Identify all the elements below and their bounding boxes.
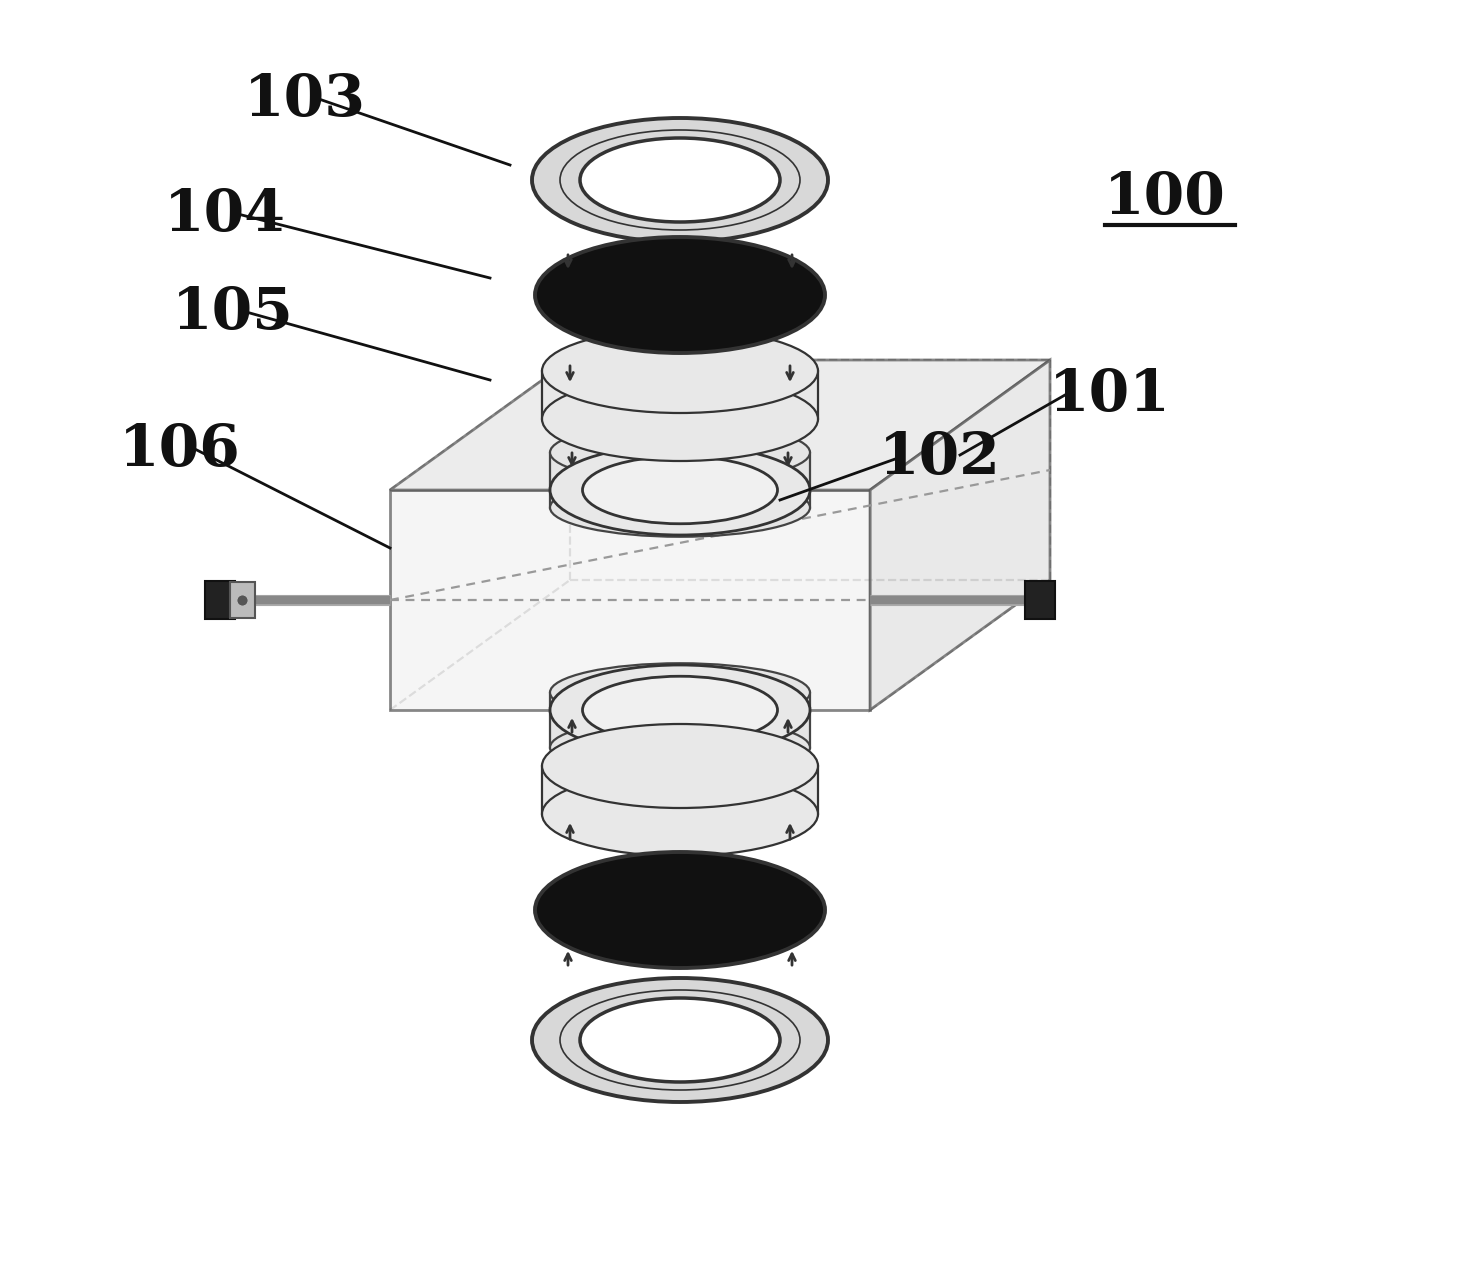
Ellipse shape (549, 663, 809, 722)
Polygon shape (549, 693, 809, 748)
Ellipse shape (549, 445, 809, 535)
Polygon shape (229, 582, 256, 618)
Ellipse shape (583, 456, 777, 523)
Ellipse shape (549, 665, 809, 755)
Polygon shape (542, 767, 818, 813)
Ellipse shape (580, 138, 780, 222)
Ellipse shape (542, 772, 818, 856)
Text: 104: 104 (164, 188, 286, 243)
Polygon shape (1026, 582, 1055, 620)
Ellipse shape (542, 378, 818, 461)
Ellipse shape (535, 851, 825, 968)
Text: 103: 103 (244, 72, 367, 128)
Text: 101: 101 (1049, 367, 1170, 423)
Ellipse shape (542, 723, 818, 808)
Ellipse shape (580, 998, 780, 1082)
Ellipse shape (532, 978, 828, 1102)
Polygon shape (205, 582, 235, 620)
Text: 105: 105 (172, 285, 294, 341)
Ellipse shape (542, 329, 818, 413)
Ellipse shape (532, 118, 828, 242)
Text: 100: 100 (1105, 170, 1226, 226)
Text: 102: 102 (880, 430, 1001, 487)
Ellipse shape (549, 718, 809, 777)
Polygon shape (390, 360, 1050, 490)
Ellipse shape (549, 423, 809, 481)
Ellipse shape (549, 478, 809, 537)
Polygon shape (869, 360, 1050, 710)
Polygon shape (549, 452, 809, 508)
Text: 106: 106 (120, 422, 241, 478)
Ellipse shape (535, 237, 825, 353)
Polygon shape (542, 371, 818, 419)
Polygon shape (390, 490, 869, 710)
Ellipse shape (583, 677, 777, 744)
